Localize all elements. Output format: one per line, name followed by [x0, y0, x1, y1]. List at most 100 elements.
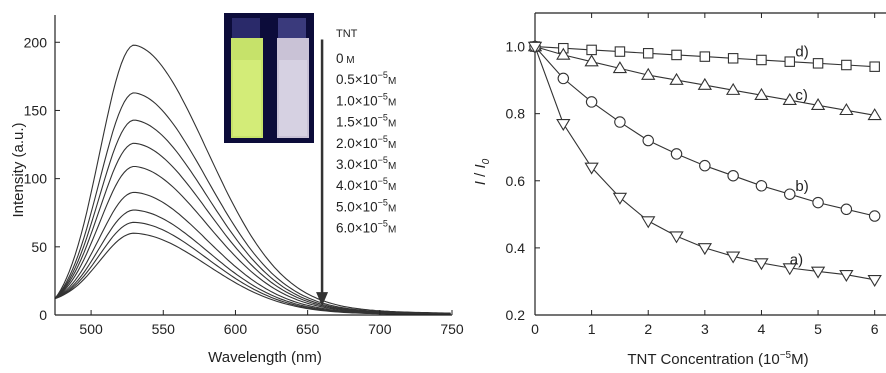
triangle-up-marker [669, 72, 684, 85]
triangle-down-marker [725, 251, 741, 264]
circle-marker [812, 196, 824, 209]
legend-entry: 2.0×10−5M [336, 134, 396, 151]
right-x-tick-label: 2 [644, 321, 652, 337]
series-line-b [534, 46, 875, 217]
left-y-tick-label: 200 [24, 34, 48, 50]
circle-marker [614, 116, 626, 128]
right-cuvette-cap [278, 18, 306, 38]
right-y-tick-label: 0.4 [506, 240, 526, 256]
right-x-tick-label: 6 [871, 321, 879, 337]
right-x-tick-label: 3 [701, 321, 709, 337]
square-marker [727, 53, 739, 64]
right-x-tick-label: 1 [588, 321, 596, 337]
right-axes: 0 1 2 3 4 5 6 0.2 0.4 0.6 0.8 1.0 [506, 12, 886, 337]
arrow-head [316, 292, 329, 307]
triangle-up-marker [612, 61, 628, 74]
circle-marker [642, 134, 654, 147]
triangle-up-marker [584, 54, 599, 67]
circle-marker [868, 210, 881, 222]
triangle-up-marker [782, 92, 797, 105]
left-y-tick-label: 50 [31, 239, 47, 255]
series-label: b) [795, 178, 808, 195]
quenching-chart: 0 1 2 3 4 5 6 0.2 0.4 0.6 0.8 1.0 d) c) b) a) TNT Conc… [472, 12, 886, 368]
left-cuvette-solution [233, 60, 261, 136]
right-x-axis-title: TNT Concentration (10−5M) [627, 350, 808, 368]
triangle-down-marker [669, 231, 684, 244]
left-y-axis-title: Intensity (a.u.) [10, 122, 27, 217]
triangle-up-marker [839, 103, 854, 116]
left-y-tick-label: 0 [39, 307, 47, 323]
left-x-tick-label: 600 [224, 321, 248, 337]
emission-curve-0 [54, 44, 451, 314]
legend-entry: 0.5×10−5M [336, 70, 396, 87]
square-marker [642, 48, 654, 59]
triangle-down-marker [612, 192, 628, 205]
right-y-tick-label: 1.0 [506, 39, 526, 55]
left-x-axis-title: Wavelength (nm) [208, 349, 322, 366]
series-label: c) [795, 87, 808, 104]
triangle-up-marker [754, 87, 769, 100]
emission-curve-5 [54, 221, 451, 315]
triangle-up-marker [697, 77, 713, 90]
circle-marker [670, 148, 683, 160]
right-y-tick-label: 0.8 [506, 106, 526, 122]
left-x-tick-label: 750 [440, 321, 464, 337]
emission-spectra-chart: TNT 0 M 0.5×10−5M 1.0×10−5M 1.5×10−5M 2.0×10… [10, 13, 464, 366]
circle-marker [557, 72, 570, 85]
legend-entry: 6.0×10−5M [336, 219, 396, 236]
series-label: d) [795, 44, 808, 61]
left-y-tick-label: 100 [24, 171, 48, 187]
emission-curve-6 [54, 232, 451, 315]
triangle-up-marker [810, 98, 826, 111]
square-marker [869, 61, 880, 72]
triangle-down-marker [839, 269, 854, 283]
square-marker [841, 59, 852, 71]
right-y-tick-label: 0.6 [506, 173, 526, 189]
legend-entry: 5.0×10−5M [336, 197, 396, 214]
square-marker [671, 49, 682, 61]
triangle-down-marker [584, 162, 599, 175]
circle-marker [699, 159, 711, 172]
left-cuvette-cap [232, 18, 260, 38]
right-cuvette-solution [279, 60, 307, 136]
concentration-arrow [316, 39, 329, 307]
triangle-up-marker [867, 108, 882, 121]
right-x-tick-label: 5 [814, 321, 822, 337]
legend-entry: 3.0×10−5M [336, 155, 396, 172]
triangle-down-marker [556, 118, 571, 132]
emission-curves [54, 44, 451, 315]
triangle-down-marker [810, 266, 826, 279]
square-marker [784, 56, 796, 67]
left-x-tick-label: 550 [152, 321, 176, 337]
concentration-legend: 0 M 0.5×10−5M 1.0×10−5M 1.5×10−5M 2.0×10−5M 3… [336, 51, 396, 236]
left-x-tick-label: 700 [368, 321, 392, 337]
triangle-down-marker [754, 258, 769, 271]
circle-marker [727, 169, 739, 182]
circle-marker [784, 188, 796, 200]
triangle-up-marker [641, 67, 656, 80]
circle-marker [840, 203, 853, 216]
left-x-tick-label: 500 [79, 321, 103, 337]
cuvette-photo-inset [224, 13, 314, 143]
legend-entry: 1.0×10−5M [336, 91, 396, 108]
legend-entry: 1.5×10−5M [336, 113, 396, 130]
left-axes: 500 550 600 650 700 750 0 50 100 150 200 [24, 15, 464, 337]
right-y-axis-title: I / I0 [472, 158, 492, 185]
square-marker [614, 46, 626, 57]
triangle-down-marker [867, 275, 882, 288]
legend-entry: 0 M [336, 51, 355, 66]
quenching-series: d) c) b) a) [527, 39, 882, 288]
triangle-up-marker [556, 47, 571, 60]
triangle-down-marker [641, 216, 656, 229]
triangle-down-marker [697, 243, 713, 256]
triangle-up-marker [725, 82, 741, 95]
square-marker [699, 51, 711, 62]
right-x-tick-label: 0 [531, 321, 539, 337]
right-y-tick-label: 0.2 [506, 307, 526, 323]
square-marker [756, 54, 767, 66]
legend-entry: 4.0×10−5M [336, 176, 396, 193]
square-marker [586, 44, 597, 56]
left-y-tick-label: 150 [24, 102, 48, 118]
series-label: a) [790, 252, 803, 269]
